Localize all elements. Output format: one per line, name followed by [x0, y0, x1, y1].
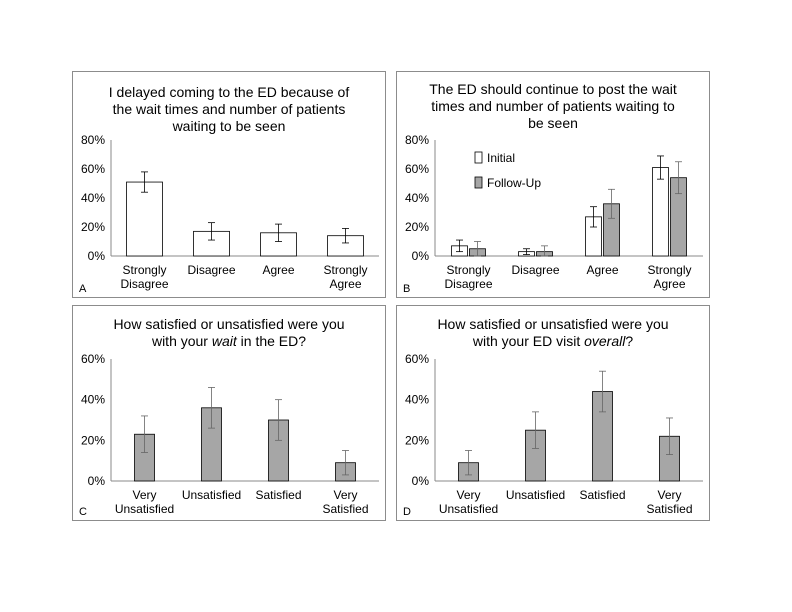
legend-swatch	[474, 176, 483, 189]
y-tick-label: 60%	[81, 352, 105, 366]
y-tick-label: 20%	[81, 220, 105, 234]
chart-title: I delayed coming to the ED because of th…	[108, 84, 350, 134]
legend-label: Initial	[487, 151, 515, 165]
y-tick-label: 40%	[405, 191, 429, 205]
chart-panel-a: I delayed coming to the ED because of th…	[72, 71, 386, 298]
bar	[126, 181, 163, 257]
legend-swatch	[474, 151, 483, 164]
title-line-1: How satisfied or unsatisfied were you	[437, 316, 669, 332]
x-tick-label: Strongly Agree	[647, 263, 691, 291]
panel-label: C	[79, 506, 87, 518]
chart-title: How satisfied or unsatisfied were you wi…	[397, 316, 709, 350]
y-tick-label: 0%	[412, 474, 430, 488]
x-tick-label: Agree	[262, 263, 294, 277]
chart-title: The ED should continue to post the wait …	[429, 81, 677, 131]
chart-svg: 0% 20% 40% 60% Very Unsatisfied Unsatisfied Sat…	[405, 352, 703, 516]
y-tick-label: 80%	[405, 133, 429, 147]
y-tick-label: 20%	[405, 433, 429, 447]
x-tick-label: Very Satisfied	[322, 488, 368, 516]
x-tick-label: Satisfied	[255, 488, 301, 502]
y-tick-label: 20%	[405, 220, 429, 234]
y-tick-label: 60%	[405, 162, 429, 176]
x-tick-label: Unsatisfied	[182, 488, 241, 502]
title-line-1: How satisfied or unsatisfied were you	[113, 316, 345, 332]
y-tick-label: 60%	[81, 162, 105, 176]
chart-panel-d: How satisfied or unsatisfied were you wi…	[396, 305, 710, 521]
x-tick-label: Very Satisfied	[646, 488, 692, 516]
y-tick-label: 60%	[405, 352, 429, 366]
x-tick-label: Very Unsatisfied	[439, 488, 498, 516]
title-part: with your ED visit	[472, 333, 585, 349]
chart-svg: 0% 20% 40% 60% Very Unsatisfied Unsatisfied Sat…	[81, 352, 379, 516]
y-tick-label: 40%	[405, 393, 429, 407]
chart-panel-c: How satisfied or unsatisfied were you wi…	[72, 305, 386, 521]
legend-label: Follow-Up	[487, 176, 541, 190]
title-part: ?	[625, 333, 634, 349]
y-tick-label: 20%	[81, 433, 105, 447]
bar	[652, 167, 669, 257]
x-tick-label: Disagree	[187, 263, 235, 277]
title-emphasis: overall	[584, 333, 626, 349]
panel-label: D	[403, 506, 411, 518]
x-tick-label: Satisfied	[579, 488, 625, 502]
x-tick-label: Unsatisfied	[506, 488, 565, 502]
y-tick-label: 40%	[81, 191, 105, 205]
y-tick-label: 0%	[88, 249, 106, 263]
x-tick-label: Strongly Agree	[323, 263, 367, 291]
panel-label: B	[403, 283, 411, 295]
x-tick-label: Disagree	[511, 263, 559, 277]
x-tick-label: Strongly Disagree	[120, 263, 168, 291]
y-tick-label: 80%	[81, 133, 105, 147]
x-tick-label: Strongly Disagree	[444, 263, 492, 291]
y-tick-label: 40%	[81, 393, 105, 407]
title-emphasis: wait	[211, 333, 237, 349]
chart-svg: 0% 20% 40% 60% 80% Strongly Disagree Disagree Ag…	[405, 133, 703, 291]
x-tick-label: Agree	[586, 263, 618, 277]
y-tick-label: 0%	[88, 474, 106, 488]
chart-panel-b: The ED should continue to post the wait …	[396, 71, 710, 298]
chart-svg: 0% 20% 40% 60% 80% Strongly Disagree Disagree Ag…	[81, 133, 379, 291]
title-part: with your	[151, 333, 212, 349]
panel-label: A	[79, 283, 87, 295]
chart-title: How satisfied or unsatisfied were you wi…	[73, 316, 385, 350]
y-tick-label: 0%	[412, 249, 430, 263]
x-tick-label: Very Unsatisfied	[115, 488, 174, 516]
title-part: in the ED?	[236, 333, 307, 349]
